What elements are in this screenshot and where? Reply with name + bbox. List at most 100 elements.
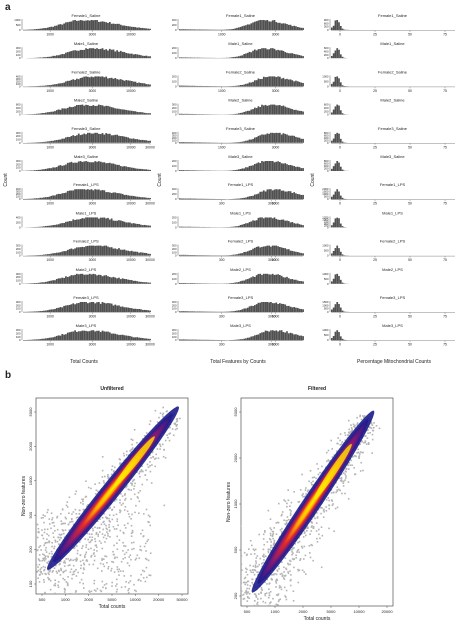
histogram-bar bbox=[184, 226, 187, 228]
scatter-point bbox=[53, 547, 55, 550]
scatter-point bbox=[40, 567, 43, 569]
scatter-point bbox=[316, 541, 319, 543]
histogram-bar bbox=[110, 49, 113, 59]
histogram-bar bbox=[70, 51, 73, 59]
histogram-bar bbox=[103, 190, 106, 200]
scatter-point bbox=[54, 579, 56, 581]
histogram-bar bbox=[268, 76, 270, 87]
scatter-point bbox=[116, 535, 118, 538]
histogram-bar bbox=[257, 273, 260, 284]
y-tick-label: 400 bbox=[324, 50, 329, 54]
histogram-bar bbox=[186, 142, 188, 143]
scatter-point bbox=[162, 412, 165, 415]
histogram-bar bbox=[334, 191, 337, 200]
histogram-bar bbox=[88, 20, 91, 30]
histogram-bar bbox=[119, 109, 122, 115]
scatter-point bbox=[287, 571, 289, 573]
histogram-bar bbox=[291, 192, 294, 200]
scatter-point bbox=[309, 552, 311, 554]
x-tick-label: 0 bbox=[339, 202, 341, 206]
histogram-bar bbox=[136, 111, 139, 115]
histogram-bar bbox=[87, 217, 89, 228]
histogram-bar bbox=[37, 57, 40, 59]
scatter-point bbox=[335, 491, 337, 494]
histogram-bar bbox=[44, 197, 47, 200]
histogram-bar bbox=[234, 113, 237, 115]
scatter-point bbox=[19, 553, 21, 555]
scatter-point bbox=[127, 522, 129, 525]
scatter-point bbox=[268, 604, 271, 606]
scatter-point bbox=[168, 439, 171, 442]
scatter-point bbox=[277, 600, 280, 603]
scatter-point bbox=[284, 523, 287, 526]
scatter-point bbox=[272, 532, 275, 535]
histogram-bar bbox=[101, 105, 104, 115]
x-tick-label: 1000 bbox=[46, 145, 54, 149]
histogram-bar bbox=[287, 191, 290, 200]
y-tick-label: 250 bbox=[324, 223, 329, 227]
scatter-point bbox=[134, 511, 136, 514]
histogram-bar bbox=[289, 108, 292, 115]
scatter-point bbox=[277, 594, 279, 597]
scatter-point bbox=[135, 504, 137, 507]
scatter-point bbox=[51, 518, 53, 521]
histogram-bar bbox=[105, 275, 108, 284]
histogram-bar bbox=[145, 282, 148, 284]
histogram-bar bbox=[277, 76, 279, 87]
scatter-point bbox=[319, 471, 321, 474]
scatter-point bbox=[241, 563, 243, 566]
scatter-point bbox=[158, 416, 160, 419]
histogram-bar bbox=[114, 333, 117, 341]
histogram-bar bbox=[275, 132, 278, 143]
scatter-point bbox=[273, 541, 276, 544]
y-tick-label: 100 bbox=[172, 307, 177, 311]
scatter-point bbox=[110, 567, 113, 570]
scatter-point bbox=[51, 522, 54, 524]
histogram-bar bbox=[52, 280, 55, 284]
scatter-point bbox=[21, 557, 23, 559]
y-tick-label: 400 bbox=[324, 136, 329, 140]
histogram-bar bbox=[134, 223, 137, 228]
histogram-bar bbox=[250, 277, 253, 284]
histogram-bar bbox=[112, 135, 115, 143]
scatter-point bbox=[358, 456, 360, 458]
scatter-point bbox=[297, 569, 300, 572]
histogram-bar bbox=[48, 280, 51, 284]
scatter-point bbox=[162, 443, 164, 446]
scatter-point bbox=[162, 406, 164, 409]
scatter-point bbox=[128, 488, 130, 491]
scatter-point bbox=[115, 528, 118, 530]
scatter-point bbox=[303, 571, 305, 573]
scatter-title: Filtered bbox=[308, 386, 326, 392]
scatter-point bbox=[138, 512, 140, 514]
scatter-point bbox=[20, 560, 22, 562]
histogram-bar bbox=[259, 247, 262, 256]
histogram-bar bbox=[41, 169, 44, 171]
histogram-bar bbox=[132, 195, 135, 200]
scatter-point bbox=[290, 501, 293, 504]
histogram-bar bbox=[130, 53, 133, 59]
scatter-point bbox=[168, 433, 170, 435]
histogram-bar bbox=[334, 134, 337, 143]
scatter-point bbox=[151, 464, 153, 466]
y-tick-label: 600 bbox=[324, 103, 329, 107]
histogram-bar bbox=[182, 142, 185, 143]
scatter-point bbox=[82, 582, 84, 585]
histogram-bar bbox=[81, 20, 84, 30]
scatter-point bbox=[47, 555, 49, 558]
scatter-point bbox=[141, 465, 143, 467]
histogram-bar bbox=[87, 274, 89, 284]
scatter-point bbox=[238, 576, 240, 578]
x-tick-label: 0 bbox=[339, 343, 341, 347]
histogram-bar bbox=[239, 225, 242, 228]
scatter-point bbox=[105, 555, 108, 558]
histogram-bar bbox=[138, 112, 140, 115]
histogram-bar bbox=[270, 217, 272, 228]
histogram-bar bbox=[237, 142, 240, 143]
scatter-point bbox=[156, 448, 159, 450]
histogram-title: Male3_LPS bbox=[76, 323, 97, 328]
histogram-bar bbox=[105, 303, 108, 312]
histogram-bar bbox=[277, 49, 279, 59]
scatter-point bbox=[276, 521, 279, 524]
scatter-point bbox=[287, 562, 289, 565]
